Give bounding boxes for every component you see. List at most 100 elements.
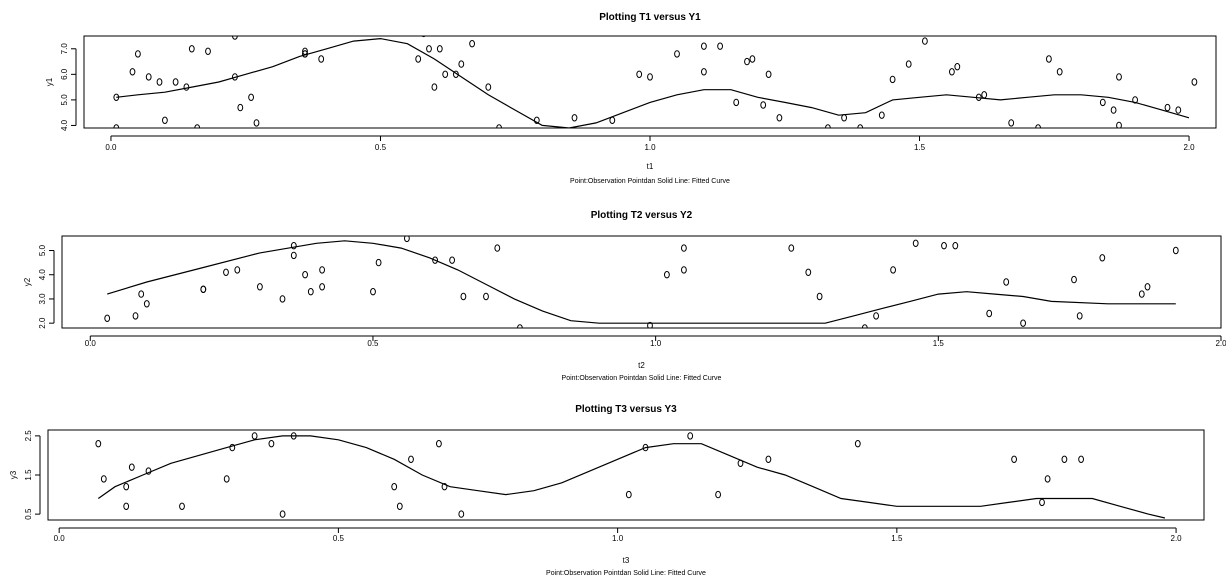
x-axis-label-3: t3 xyxy=(623,556,630,565)
observation-point xyxy=(889,75,896,84)
observation-point xyxy=(905,60,912,68)
observation-point xyxy=(135,50,141,58)
observation-point xyxy=(123,483,130,491)
observation-point xyxy=(609,116,616,125)
observation-point xyxy=(251,432,258,440)
observation-point xyxy=(1039,498,1045,507)
observation-point xyxy=(436,45,443,53)
y-tick-label: 5.0 xyxy=(38,244,47,256)
y-tick-label: 2.0 xyxy=(38,317,47,329)
plot-frame-3 xyxy=(47,429,1205,521)
observation-point xyxy=(873,312,879,320)
observation-point xyxy=(1116,121,1122,128)
observation-point xyxy=(458,510,465,518)
x-tick-label: 0.0 xyxy=(54,534,66,543)
observation-point xyxy=(307,288,314,296)
observation-point xyxy=(647,73,653,81)
observation-point xyxy=(1003,278,1010,286)
observation-point xyxy=(765,455,772,463)
observation-point xyxy=(765,70,772,79)
observation-point xyxy=(1071,275,1077,284)
x-tick-label: 1.5 xyxy=(891,534,903,543)
observation-point xyxy=(636,70,643,79)
x-tick-label: 0.5 xyxy=(367,339,379,348)
observation-point xyxy=(188,45,195,53)
observation-point xyxy=(647,321,653,328)
x-tick-label: 0.5 xyxy=(375,143,387,152)
observation-point xyxy=(701,68,707,76)
observation-point xyxy=(257,283,263,291)
y-tick-label: 0.5 xyxy=(24,508,33,520)
fitted-curve-line xyxy=(116,37,1190,128)
observation-point xyxy=(941,242,947,250)
observation-point xyxy=(681,266,687,274)
observation-point xyxy=(744,57,750,66)
observation-point xyxy=(571,114,578,122)
observation-point xyxy=(145,73,152,81)
x-tick-label: 1.5 xyxy=(914,143,926,152)
y-tick-label: 5.0 xyxy=(60,94,69,106)
observation-point xyxy=(426,45,432,53)
observation-point xyxy=(183,83,190,91)
observation-point xyxy=(681,244,687,252)
observation-point xyxy=(104,314,111,322)
y-tick-label: 4.0 xyxy=(38,269,47,281)
observation-point xyxy=(421,36,426,38)
chart-title-3: Plotting T3 versus Y3 xyxy=(575,404,677,415)
observation-point xyxy=(100,475,107,483)
observation-point xyxy=(143,300,150,308)
observation-point xyxy=(123,502,130,510)
observation-point xyxy=(952,242,959,250)
observation-point xyxy=(1046,55,1052,63)
observation-point xyxy=(129,68,136,76)
y-tick-label: 6.0 xyxy=(60,68,69,80)
observation-point xyxy=(234,266,241,274)
observation-point xyxy=(396,502,403,510)
y-tick-label: 3.0 xyxy=(38,293,47,305)
observation-point xyxy=(253,119,260,127)
observation-point xyxy=(232,36,238,40)
x-tick-label: 1.0 xyxy=(612,534,624,543)
observation-point xyxy=(625,490,632,499)
observation-point xyxy=(1175,106,1182,114)
observation-point xyxy=(825,124,831,128)
x-tick-label: 0.0 xyxy=(85,339,97,348)
observation-point xyxy=(1008,119,1015,127)
y-tick-label: 1.5 xyxy=(24,469,33,481)
observation-point xyxy=(715,490,721,499)
observation-point xyxy=(128,463,135,471)
observation-point xyxy=(1078,455,1084,463)
observation-point xyxy=(1099,254,1106,262)
observation-point xyxy=(279,510,286,518)
data-area-3 xyxy=(95,432,1166,519)
observation-point xyxy=(1056,68,1063,76)
observation-point xyxy=(841,114,847,122)
observation-point xyxy=(279,295,286,303)
observation-point xyxy=(1172,246,1179,255)
observation-point xyxy=(436,440,442,448)
observation-point xyxy=(483,292,489,301)
observation-point xyxy=(172,78,179,86)
observation-point xyxy=(986,309,993,318)
plot-frame-2 xyxy=(61,235,1222,329)
observation-point xyxy=(391,483,398,491)
observation-point xyxy=(749,55,756,63)
observation-point xyxy=(1099,98,1106,107)
x-tick-label: 1.5 xyxy=(933,339,945,348)
observation-point xyxy=(319,283,326,291)
observation-point xyxy=(132,312,139,320)
observation-point xyxy=(223,268,229,276)
observation-point xyxy=(237,103,244,112)
observation-point xyxy=(1061,455,1068,463)
observation-point xyxy=(776,114,783,122)
observation-point xyxy=(805,268,812,276)
observation-point xyxy=(223,475,230,483)
observation-point xyxy=(162,116,168,125)
observation-point xyxy=(664,271,670,279)
fitted-curve-line xyxy=(107,240,1176,324)
observation-point xyxy=(861,324,868,328)
observation-point xyxy=(415,55,422,63)
observation-point xyxy=(432,256,439,264)
observation-point xyxy=(248,93,255,102)
